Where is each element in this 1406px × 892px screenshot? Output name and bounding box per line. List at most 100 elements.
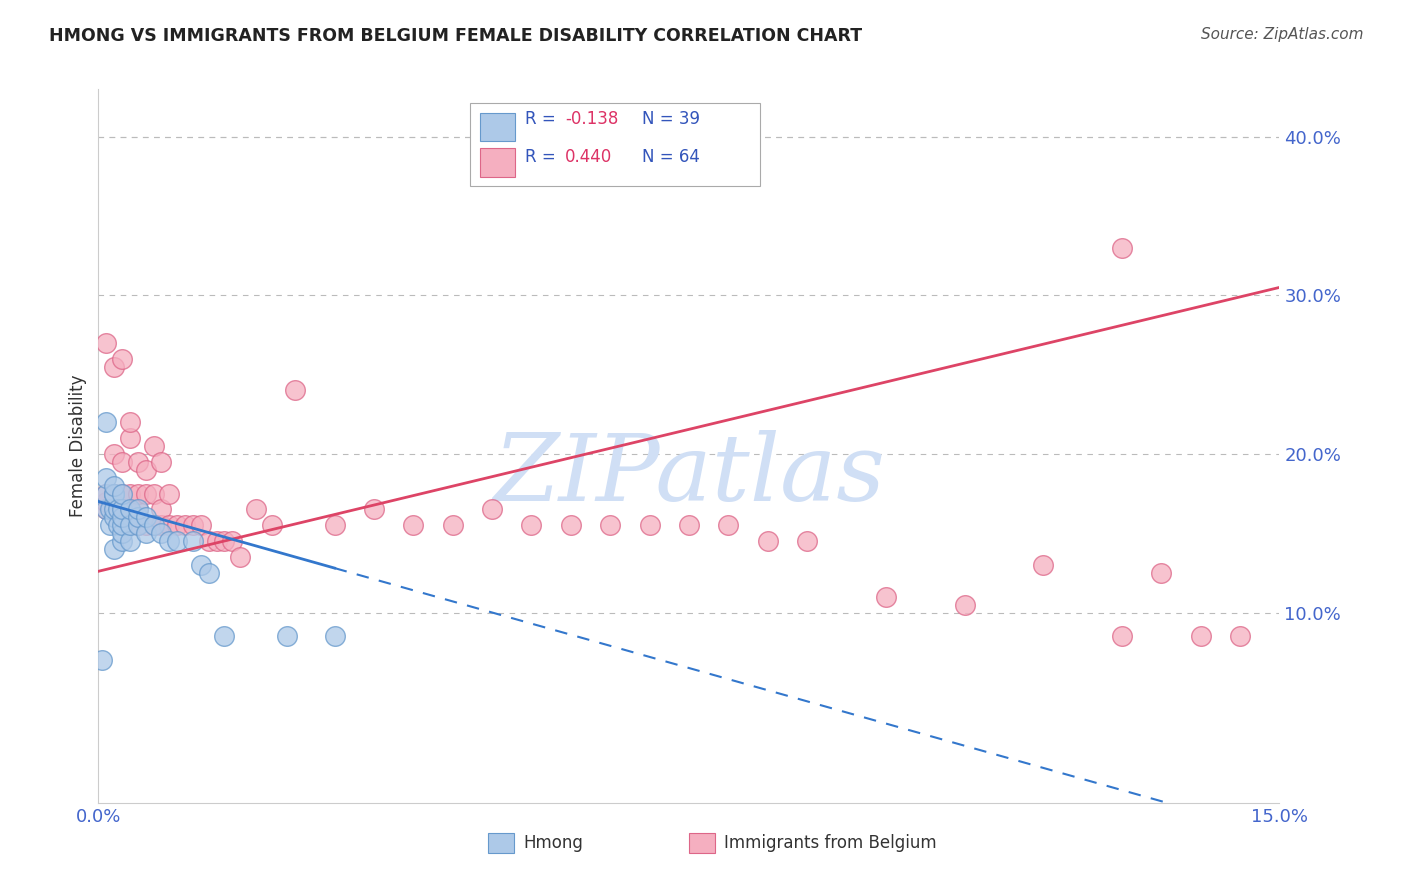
Point — [229, 549, 252, 564]
Point — [717, 518, 740, 533]
Point — [323, 629, 346, 643]
Point — [599, 518, 621, 533]
Point — [103, 542, 125, 557]
Point — [111, 351, 134, 366]
Point — [98, 518, 121, 533]
Point — [135, 463, 157, 477]
Point — [111, 486, 134, 500]
Point — [103, 486, 125, 500]
Point — [174, 518, 197, 533]
Point — [205, 534, 228, 549]
Point — [260, 518, 283, 533]
Point — [103, 478, 125, 492]
Point — [520, 518, 543, 533]
Point — [107, 518, 129, 533]
Point — [190, 558, 212, 572]
Point — [363, 502, 385, 516]
Point — [157, 534, 180, 549]
Point — [1229, 629, 1251, 643]
Point — [402, 518, 425, 533]
Point — [98, 502, 121, 516]
Point — [118, 534, 141, 549]
Point — [150, 518, 173, 533]
Point — [103, 502, 125, 516]
Point — [796, 534, 818, 549]
Point — [103, 510, 125, 524]
Point — [166, 518, 188, 533]
Point — [638, 518, 661, 533]
Point — [111, 502, 134, 516]
Point — [181, 534, 204, 549]
Point — [96, 486, 118, 500]
Point — [197, 566, 219, 580]
Point — [221, 534, 243, 549]
Point — [111, 455, 134, 469]
Point — [111, 534, 134, 549]
Point — [96, 502, 118, 516]
Point — [135, 510, 157, 524]
Point — [1150, 566, 1173, 580]
FancyBboxPatch shape — [479, 112, 516, 141]
Point — [103, 359, 125, 374]
Point — [127, 510, 149, 524]
Point — [103, 447, 125, 461]
Point — [150, 526, 173, 541]
Point — [118, 518, 141, 533]
Point — [103, 502, 125, 516]
Point — [166, 534, 188, 549]
FancyBboxPatch shape — [471, 103, 759, 186]
Point — [103, 486, 125, 500]
Point — [127, 502, 149, 516]
Point — [135, 518, 157, 533]
Point — [190, 518, 212, 533]
Point — [118, 431, 141, 445]
Point — [127, 518, 149, 533]
Point — [323, 518, 346, 533]
Point — [111, 518, 134, 533]
Point — [111, 526, 134, 541]
Point — [127, 502, 149, 516]
Point — [560, 518, 582, 533]
Text: Hmong: Hmong — [523, 834, 583, 852]
Point — [135, 486, 157, 500]
Point — [756, 534, 779, 549]
Point — [875, 590, 897, 604]
Point — [96, 494, 118, 508]
FancyBboxPatch shape — [689, 833, 714, 853]
Text: R =: R = — [524, 111, 561, 128]
Point — [96, 486, 118, 500]
Point — [1111, 629, 1133, 643]
Point — [1111, 241, 1133, 255]
Text: N = 39: N = 39 — [641, 111, 700, 128]
Point — [118, 502, 141, 516]
Point — [111, 486, 134, 500]
Point — [142, 439, 165, 453]
Point — [481, 502, 503, 516]
Text: 0.440: 0.440 — [565, 148, 612, 166]
Point — [197, 534, 219, 549]
Point — [150, 455, 173, 469]
Text: -0.138: -0.138 — [565, 111, 619, 128]
Point — [127, 486, 149, 500]
Point — [103, 486, 125, 500]
Text: R =: R = — [524, 148, 561, 166]
Y-axis label: Female Disability: Female Disability — [69, 375, 87, 517]
Point — [157, 486, 180, 500]
Point — [441, 518, 464, 533]
Point — [118, 502, 141, 516]
Point — [245, 502, 267, 516]
Point — [142, 518, 165, 533]
Point — [142, 486, 165, 500]
Point — [142, 518, 165, 533]
Point — [953, 598, 976, 612]
Point — [118, 486, 141, 500]
Text: Immigrants from Belgium: Immigrants from Belgium — [724, 834, 936, 852]
Text: HMONG VS IMMIGRANTS FROM BELGIUM FEMALE DISABILITY CORRELATION CHART: HMONG VS IMMIGRANTS FROM BELGIUM FEMALE … — [49, 27, 862, 45]
Text: Source: ZipAtlas.com: Source: ZipAtlas.com — [1201, 27, 1364, 42]
Point — [107, 502, 129, 516]
Point — [150, 502, 173, 516]
Point — [1032, 558, 1054, 572]
Point — [214, 629, 236, 643]
Text: ZIPatlas: ZIPatlas — [494, 430, 884, 519]
Point — [91, 653, 114, 667]
